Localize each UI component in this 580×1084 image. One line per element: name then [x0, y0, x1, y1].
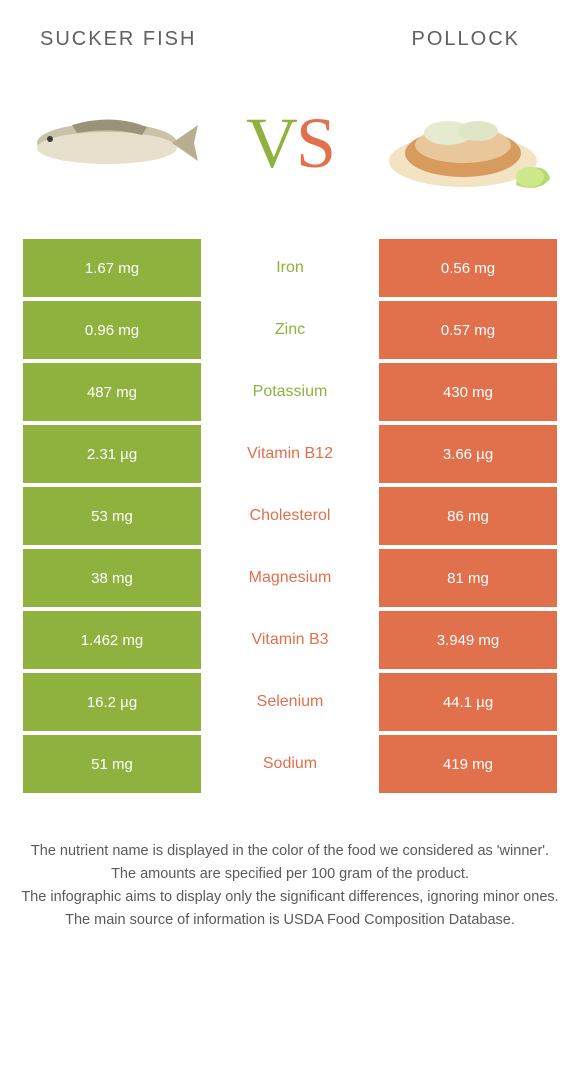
nutrient-name: Magnesium: [201, 549, 379, 607]
left-value: 51 mg: [23, 735, 201, 793]
nutrient-row: 1.462 mgVitamin B33.949 mg: [23, 611, 557, 669]
left-value: 38 mg: [23, 549, 201, 607]
right-value: 44.1 µg: [379, 673, 557, 731]
nutrient-name: Potassium: [201, 363, 379, 421]
left-value: 16.2 µg: [23, 673, 201, 731]
vs-letter-s: S: [296, 103, 334, 183]
right-food-title: Pollock: [412, 28, 520, 51]
nutrient-name: Cholesterol: [201, 487, 379, 545]
footnote-line: The main source of information is USDA F…: [18, 910, 562, 931]
left-value: 0.96 mg: [23, 301, 201, 359]
left-food-title: Sucker fish: [40, 28, 196, 51]
nutrient-row: 0.96 mgZinc0.57 mg: [23, 301, 557, 359]
vs-letter-v: V: [246, 103, 296, 183]
left-value: 1.67 mg: [23, 239, 201, 297]
footnotes: The nutrient name is displayed in the co…: [0, 797, 580, 931]
nutrient-name: Vitamin B3: [201, 611, 379, 669]
left-value: 487 mg: [23, 363, 201, 421]
right-value: 3.66 µg: [379, 425, 557, 483]
nutrient-table: 1.67 mgIron0.56 mg0.96 mgZinc0.57 mg487 …: [23, 239, 557, 797]
nutrient-name: Sodium: [201, 735, 379, 793]
right-value: 0.56 mg: [379, 239, 557, 297]
nutrient-name: Zinc: [201, 301, 379, 359]
right-value: 81 mg: [379, 549, 557, 607]
nutrient-name: Iron: [201, 239, 379, 297]
left-value: 1.462 mg: [23, 611, 201, 669]
nutrient-row: 2.31 µgVitamin B123.66 µg: [23, 425, 557, 483]
nutrient-name: Vitamin B12: [201, 425, 379, 483]
right-value: 430 mg: [379, 363, 557, 421]
nutrient-row: 38 mgMagnesium81 mg: [23, 549, 557, 607]
hero-row: VS: [0, 59, 580, 239]
footnote-line: The infographic aims to display only the…: [18, 887, 562, 908]
footnote-line: The amounts are specified per 100 gram o…: [18, 864, 562, 885]
nutrient-name: Selenium: [201, 673, 379, 731]
left-food-image: [22, 98, 202, 188]
nutrient-row: 16.2 µgSelenium44.1 µg: [23, 673, 557, 731]
right-value: 86 mg: [379, 487, 557, 545]
nutrient-row: 487 mgPotassium430 mg: [23, 363, 557, 421]
vs-label: VS: [246, 107, 334, 179]
left-value: 2.31 µg: [23, 425, 201, 483]
right-value: 3.949 mg: [379, 611, 557, 669]
nutrient-row: 51 mgSodium419 mg: [23, 735, 557, 793]
nutrient-row: 53 mgCholesterol86 mg: [23, 487, 557, 545]
right-food-image: [378, 83, 558, 203]
left-value: 53 mg: [23, 487, 201, 545]
right-value: 419 mg: [379, 735, 557, 793]
header: Sucker fish Pollock: [0, 0, 580, 59]
right-value: 0.57 mg: [379, 301, 557, 359]
footnote-line: The nutrient name is displayed in the co…: [18, 841, 562, 862]
nutrient-row: 1.67 mgIron0.56 mg: [23, 239, 557, 297]
